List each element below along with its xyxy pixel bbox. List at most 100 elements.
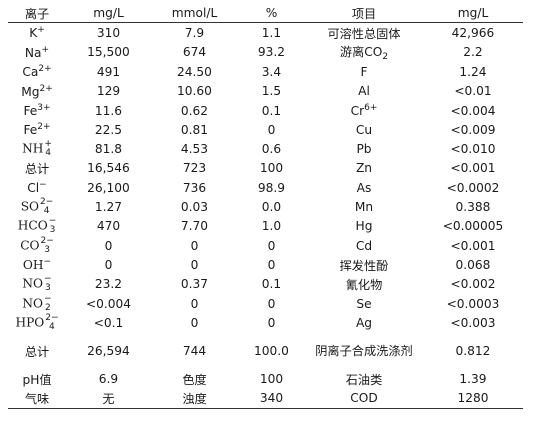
mmol-l-value: 0.62 [180, 103, 209, 118]
item-superscript: 6+ [364, 103, 378, 114]
item-cell: Mn [305, 197, 423, 216]
item-mg-l-value: 1.24 [459, 64, 487, 79]
item-name: 挥发性酚 [339, 258, 389, 273]
ion-subscript: 4 [49, 321, 55, 332]
ion-charge-stack: −2 [44, 293, 52, 313]
ion-symbol: Mg [21, 84, 40, 99]
item-cell: Zn [305, 159, 423, 178]
item-mg-l-value: 0.812 [455, 343, 491, 358]
ion-symbol: 气味 [24, 392, 50, 407]
ion-charge-stack: −3 [49, 217, 57, 235]
mg-l-value: 26,594 [87, 343, 130, 358]
item-name: COD [350, 391, 378, 406]
table-body: K+ 310 7.9 1.1 可溶性总固体 42,966 Na+ 15,500 674 93.2 游… [8, 23, 523, 410]
header-mmol-l: mmol/L [151, 3, 238, 23]
ion-cell: pH值 [8, 369, 66, 388]
mg-l-value: <0.1 [93, 315, 124, 330]
mmol-l-value: 4.53 [180, 142, 209, 157]
ion-charge-stack: 2− 4 [40, 198, 53, 216]
item-cell: 阴离子合成洗涤剂 [305, 332, 423, 369]
ion-subscript: 3 [44, 283, 51, 294]
header-percent: % [238, 3, 305, 23]
ion-symbol: Ca [22, 65, 39, 80]
item-mg-l-value: 1280 [423, 388, 523, 410]
mg-l-value: 26,100 [87, 180, 130, 195]
item-name: 游离CO [339, 45, 383, 60]
item-cell: Cr6+ [305, 101, 423, 120]
mmol-l-value: 736 [182, 180, 207, 195]
mmol-l-value: 10.60 [177, 84, 212, 99]
ion-charge: 2+ [37, 122, 51, 133]
mmol-l-value: 0 [190, 296, 199, 311]
percent-value: 1.5 [261, 84, 282, 99]
mg-l-value: 0 [104, 257, 113, 272]
table-row: pH值 6.9 色度 100 石油类 1.39 [8, 369, 523, 388]
mmol-l-value: 744 [182, 343, 207, 358]
percent-value: 0.6 [261, 142, 282, 157]
item-name: Zn [355, 161, 373, 176]
ion-cell: Mg2+ [8, 82, 66, 101]
ion-symbol: NH [22, 141, 44, 156]
table-row: K+ 310 7.9 1.1 可溶性总固体 42,966 [8, 23, 523, 43]
percent-value: 0.1 [261, 277, 282, 292]
item-cell: Cd [305, 236, 423, 255]
percent-value: 93.2 [257, 45, 286, 60]
item-mg-l-value: <0.010 [450, 142, 496, 157]
table-header-row: 离子 mg/L mmol/L % 项目 mg/L [8, 3, 523, 23]
item-cell: 游离CO2 [305, 42, 423, 62]
mg-l-value: 129 [96, 84, 121, 99]
percent-value: 3.4 [261, 64, 282, 79]
ion-symbol: Cl [27, 181, 40, 196]
ion-cell: NH +4 [8, 139, 66, 158]
item-cell: 石油类 [305, 369, 423, 388]
mg-l-value: 16,546 [87, 161, 130, 176]
ion-charge-stack: +4 [44, 140, 52, 158]
ion-cell: Fe3+ [8, 101, 66, 120]
percent-value: 1.1 [261, 25, 282, 40]
item-name: As [356, 180, 372, 195]
item-name: 石油类 [345, 373, 383, 388]
table-row: HCO −3 470 7.70 1.0 Hg <0.00005 [8, 217, 523, 236]
mg-l-value: 0 [104, 238, 113, 253]
mg-l-value: 15,500 [87, 45, 130, 60]
ion-symbol: SO [20, 199, 40, 214]
ion-charge: + [37, 25, 45, 36]
ion-cell: 气味 [8, 388, 66, 410]
item-cell: Se [305, 294, 423, 313]
ion-symbol: K [29, 26, 38, 41]
item-cell: 挥发性酚 [305, 255, 423, 274]
item-name: 可溶性总固体 [327, 26, 401, 41]
item-name: Cu [355, 122, 373, 137]
ion-charge: − [44, 274, 52, 285]
table-row: 总计 26,594 744 100.0 阴离子合成洗涤剂 0.812 [8, 332, 523, 369]
item-name: F [360, 64, 368, 79]
item-name: Cr [350, 104, 365, 119]
ion-charge: − [44, 293, 52, 304]
ion-charge: + [44, 139, 52, 150]
mg-l-value: 22.5 [94, 122, 123, 137]
table-row: 气味 无浊度 340 COD 1280 [8, 388, 523, 410]
ion-symbol: 总计 [24, 344, 50, 359]
table-row: Fe2+ 22.5 0.81 0 Cu <0.009 [8, 120, 523, 139]
mmol-l-value: 0 [190, 315, 199, 330]
item-cell: F [305, 62, 423, 81]
ion-cell: HCO −3 [8, 217, 66, 236]
header-mg-l-2: mg/L [423, 3, 523, 23]
ion-charge: + [41, 44, 50, 55]
table-row: HPO 2− 4 <0.1 0 0 Ag <0.003 [8, 313, 523, 332]
ion-cell: OH− [8, 255, 66, 274]
ion-charge: 2− [45, 312, 59, 323]
ion-cell: K+ [8, 23, 66, 43]
item-cell: Al [305, 82, 423, 101]
item-mg-l-value: <0.0002 [446, 180, 500, 195]
ion-cell: NO −3 [8, 275, 66, 294]
mg-l-value: 6.9 [98, 372, 119, 387]
mg-l-value: 81.8 [94, 142, 123, 157]
mmol-l-value: 24.50 [177, 64, 212, 79]
item-cell: COD [305, 388, 423, 410]
mmol-l-value: 0 [190, 238, 199, 253]
item-cell: Ag [305, 313, 423, 332]
mg-l-value: 491 [96, 64, 121, 79]
ion-charge: − [48, 216, 57, 227]
item-mg-l-value: <0.0003 [446, 296, 500, 311]
